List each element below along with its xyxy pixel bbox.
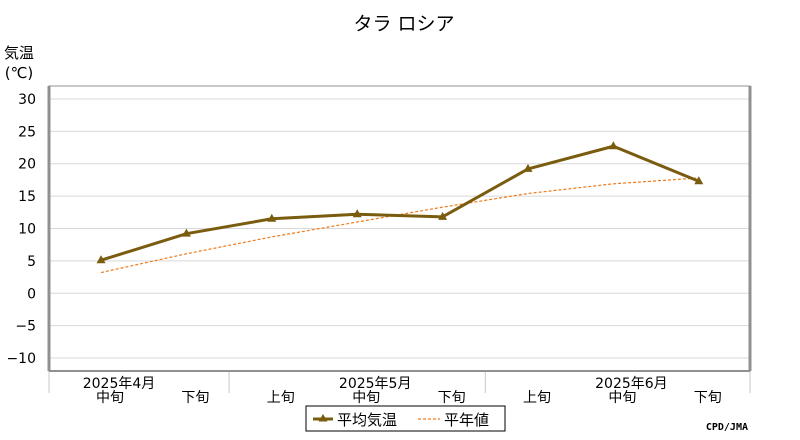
chart-title: タラ ロシア [353, 13, 454, 35]
y-tick-label: 15 [18, 189, 36, 205]
x-tick-label: 下旬 [438, 390, 466, 406]
y-tick-label: 10 [18, 222, 36, 238]
x-tick-label: 中旬 [608, 390, 636, 406]
x-tick-label: 上旬 [267, 390, 295, 406]
series-point-mean [181, 228, 191, 237]
x-month-label: 2025年5月 [339, 376, 412, 392]
x-tick-label: 下旬 [694, 390, 722, 406]
y-axis-unit: (℃) [5, 64, 34, 82]
series-point-mean [608, 141, 618, 150]
series-point-mean [694, 176, 704, 185]
series-point-mean [267, 213, 277, 222]
y-tick-label: 0 [27, 286, 36, 302]
grid [49, 98, 750, 359]
y-tick-label: 5 [27, 254, 36, 270]
y-tick-label: 25 [18, 124, 36, 140]
legend-box [305, 405, 506, 432]
x-month-label: 2025年4月 [83, 376, 156, 392]
y-tick-labels: −10 −5 0 5 10 15 20 25 30 [6, 92, 36, 367]
x-tick-label: 上旬 [523, 390, 551, 406]
x-tick-label: 中旬 [96, 390, 124, 406]
y-tick-label: −10 [6, 351, 36, 367]
series-point-mean [96, 255, 106, 264]
legend: 平均気温 平年値 [305, 405, 506, 432]
series-line-normal [100, 177, 699, 274]
series-point-mean [438, 211, 448, 220]
y-tick-label: 20 [18, 157, 36, 173]
y-tick-label: 30 [18, 92, 36, 108]
legend-normal-label: 平年値 [444, 411, 489, 429]
legend-mean-marker [318, 414, 328, 422]
x-month-label: 2025年6月 [595, 376, 668, 392]
y-axis-label: 気温 [4, 44, 34, 62]
series-point-mean [352, 209, 362, 218]
legend-mean-label: 平均気温 [337, 411, 397, 429]
x-tick-label: 中旬 [352, 390, 380, 406]
x-tick-labels: 中旬 下旬 上旬 中旬 下旬 上旬 中旬 下旬 2025年4月 2025年5月 2025年6月 [48, 371, 751, 406]
series-point-mean [523, 163, 533, 172]
series-lines [96, 141, 704, 274]
credit: CPD/JMA [706, 422, 748, 433]
x-tick-label: 下旬 [181, 390, 209, 406]
y-tick-label: −5 [15, 319, 36, 335]
series-line-mean [100, 144, 700, 262]
